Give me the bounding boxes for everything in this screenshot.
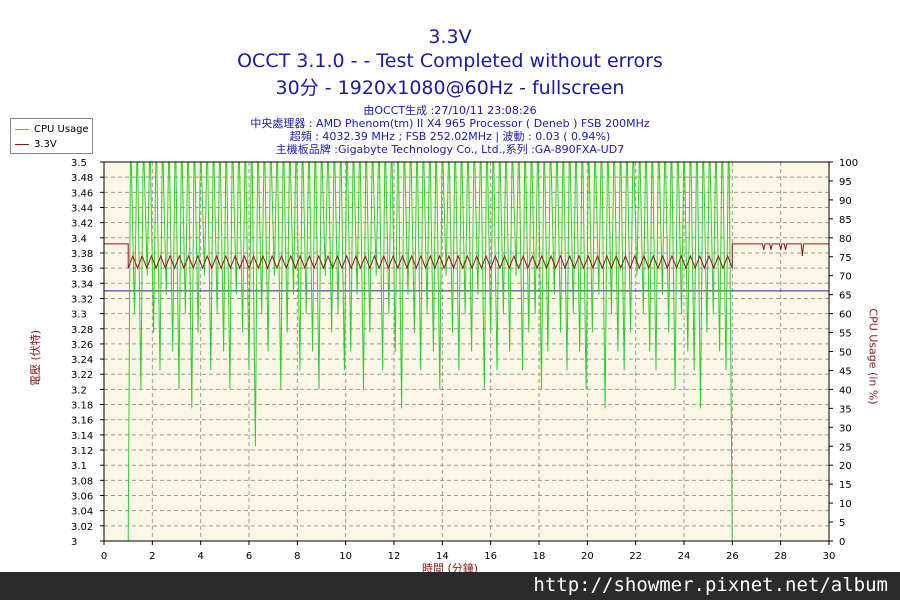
x-tick-label: 10 (339, 551, 352, 562)
series-line-3v3 (104, 243, 829, 270)
x-tick-label: 28 (774, 551, 787, 562)
chart-legend: CPU Usage 3.3V (10, 118, 93, 154)
y-right-tick-label: 100 (839, 158, 858, 169)
x-tick-label: 8 (294, 551, 300, 562)
y-right-tick-label: 30 (839, 423, 852, 434)
legend-item-3v3: 3.3V (15, 137, 57, 151)
chart-subtitle-config: 30分 - 1920x1080@60Hz - fullscreen (275, 77, 625, 99)
y-left-tick-label: 3.28 (71, 325, 93, 336)
x-tick-label: 4 (197, 551, 203, 562)
y-left-tick-label: 3 (71, 537, 77, 548)
y-left-tick-label: 3.02 (71, 522, 93, 533)
y-left-tick-label: 3.32 (71, 294, 93, 305)
chart-title: 3.3V (428, 26, 472, 48)
legend-swatch-cpu-usage (15, 128, 29, 130)
legend-label-3v3: 3.3V (34, 138, 57, 150)
x-tick-label: 18 (533, 551, 546, 562)
y-axis-label-left: 電壓 (伏特) (29, 329, 42, 387)
y-left-tick-label: 3.1 (71, 461, 87, 472)
y-left-tick-label: 3.36 (71, 264, 93, 275)
y-left-tick-label: 3.2 (71, 385, 87, 396)
x-tick-label: 6 (246, 551, 252, 562)
y-left-tick-label: 3.4 (71, 234, 87, 245)
y-left-tick-label: 3.04 (71, 507, 93, 518)
x-tick-label: 16 (484, 551, 497, 562)
info-cpu: 中央處理器 : AMD Phenom(tm) II X4 965 Process… (250, 117, 650, 130)
y-left-tick-label: 3.26 (71, 340, 93, 351)
y-left-tick-label: 3.46 (71, 188, 93, 199)
y-right-tick-label: 35 (839, 404, 852, 415)
y-right-tick-label: 95 (839, 177, 852, 188)
y-left-tick-label: 3.38 (71, 249, 93, 260)
x-tick-label: 22 (629, 551, 642, 562)
y-left-tick-label: 3.34 (71, 279, 93, 290)
watermark-text: http://showmer.pixnet.net/album (533, 574, 888, 596)
y-right-tick-label: 65 (839, 291, 852, 302)
y-left-tick-label: 3.44 (71, 203, 93, 214)
y-left-tick-label: 3.16 (71, 416, 93, 427)
y-right-tick-label: 75 (839, 253, 852, 264)
y-left-tick-label: 3.3 (71, 310, 87, 321)
y-right-tick-label: 90 (839, 196, 852, 207)
y-right-tick-label: 40 (839, 385, 852, 396)
info-overclock: 超頻 : 4032.39 MHz ; FSB 252.02MHz | 波動 : … (289, 130, 611, 143)
y-left-tick-label: 3.14 (71, 431, 93, 442)
y-right-tick-label: 20 (839, 461, 852, 472)
y-axis-label-right: CPU Usage (in %) (866, 308, 880, 405)
x-axis-label: 時間 (分鐘) (421, 562, 479, 575)
x-tick-label: 30 (823, 551, 836, 562)
y-right-tick-label: 50 (839, 348, 852, 359)
watermark-bar: http://showmer.pixnet.net/album (0, 572, 900, 600)
y-right-tick-label: 70 (839, 272, 852, 283)
x-tick-label: 14 (436, 551, 449, 562)
x-tick-label: 26 (726, 551, 739, 562)
y-left-tick-label: 3.48 (71, 173, 93, 184)
y-right-tick-label: 10 (839, 499, 852, 510)
y-right-tick-label: 5 (839, 518, 845, 529)
y-right-tick-label: 85 (839, 215, 852, 226)
y-right-tick-label: 15 (839, 480, 852, 491)
legend-item-cpu-usage: CPU Usage (15, 122, 89, 136)
legend-swatch-3v3 (15, 143, 29, 145)
y-left-tick-label: 3.22 (71, 370, 93, 381)
y-right-tick-label: 0 (839, 537, 845, 548)
x-tick-label: 2 (149, 551, 155, 562)
legend-label-cpu-usage: CPU Usage (34, 123, 89, 135)
y-left-tick-label: 3.08 (71, 476, 93, 487)
y-right-tick-label: 45 (839, 366, 852, 377)
info-motherboard: 主機板品牌 :Gigabyte Technology Co., Ltd.,系列 … (275, 143, 625, 156)
y-right-tick-label: 80 (839, 234, 852, 245)
y-left-tick-label: 3.06 (71, 492, 93, 503)
y-left-tick-label: 3.42 (71, 219, 93, 230)
x-tick-label: 0 (101, 551, 107, 562)
y-left-tick-label: 3.12 (71, 446, 93, 457)
y-right-tick-label: 25 (839, 442, 852, 453)
y-left-tick-label: 3.5 (71, 158, 87, 169)
chart-subtitle-test: OCCT 3.1.0 - - Test Completed without er… (237, 50, 663, 72)
x-tick-label: 20 (581, 551, 594, 562)
x-tick-label: 24 (678, 551, 691, 562)
y-left-tick-label: 3.24 (71, 355, 93, 366)
info-generated: 由OCCT生成 :27/10/11 23:08:26 (363, 104, 537, 117)
x-tick-label: 12 (388, 551, 401, 562)
y-left-tick-label: 3.18 (71, 401, 93, 412)
y-right-tick-label: 55 (839, 329, 852, 340)
plot-border (103, 161, 830, 542)
y-right-tick-label: 60 (839, 310, 852, 321)
